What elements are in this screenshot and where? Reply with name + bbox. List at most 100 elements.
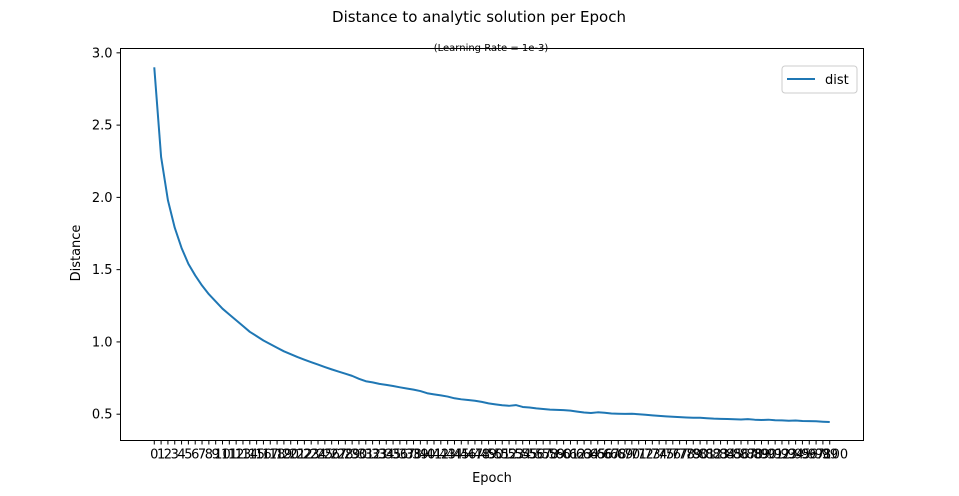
x-tick-label-last: 100 xyxy=(823,448,848,463)
x-tick-label: 60 xyxy=(555,448,572,463)
x-tick-label: 83 xyxy=(712,448,729,463)
x-tick-label: 84 xyxy=(719,448,736,463)
x-tick-label: 62 xyxy=(569,448,586,463)
x-tick-label: 86 xyxy=(733,448,750,463)
x-tick-label: 53 xyxy=(508,448,525,463)
x-tick-label: 63 xyxy=(576,448,593,463)
x-tick-label: 91 xyxy=(767,448,784,463)
x-tick-label: 82 xyxy=(705,448,722,463)
x-tick-label: 50 xyxy=(487,448,504,463)
x-tick-label: 30 xyxy=(351,448,368,463)
x-tick-label: 47 xyxy=(467,448,484,463)
x-tick-label: 80 xyxy=(692,448,709,463)
x-tick-label: 72 xyxy=(637,448,654,463)
x-tick-label: 5 xyxy=(184,448,192,463)
x-tick-label: 65 xyxy=(589,448,606,463)
x-tick-label: 44 xyxy=(446,448,463,463)
x-tick-label: 2 xyxy=(164,448,172,463)
x-tick-label: 46 xyxy=(460,448,477,463)
x-tick-label: 98 xyxy=(815,448,832,463)
x-tick-label: 40 xyxy=(419,448,436,463)
x-tick-label: 92 xyxy=(774,448,791,463)
x-tick-label: 4 xyxy=(177,448,185,463)
x-tick-label: 81 xyxy=(699,448,716,463)
x-tick-label: 69 xyxy=(617,448,634,463)
x-axis-label: Epoch xyxy=(472,471,512,486)
x-tick-label: 94 xyxy=(787,448,804,463)
chart-title: Distance to analytic solution per Epoch xyxy=(332,8,626,26)
x-tick-label: 85 xyxy=(726,448,743,463)
x-tick-label: 19 xyxy=(276,448,293,463)
y-tick-label: 0.5 xyxy=(92,408,113,423)
x-tick-label: 35 xyxy=(385,448,402,463)
x-tick-label: 31 xyxy=(358,448,375,463)
y-axis-ticks: 0.5 1.0 1.5 2.0 2.5 3.0 xyxy=(92,46,121,423)
x-tick-label: 6 xyxy=(191,448,199,463)
x-tick-label: 23 xyxy=(303,448,320,463)
x-tick-label: 43 xyxy=(439,448,456,463)
x-tick-label: 22 xyxy=(296,448,313,463)
legend-box xyxy=(781,65,858,94)
x-tick-label: 11 xyxy=(221,448,238,463)
x-tick-label: 20 xyxy=(282,448,299,463)
legend-label-dist: dist xyxy=(825,73,849,88)
x-tick-label: 56 xyxy=(528,448,545,463)
x-tick-label: 97 xyxy=(808,448,825,463)
x-tick-label: 88 xyxy=(746,448,763,463)
x-tick-label: 79 xyxy=(685,448,702,463)
x-tick-label: 57 xyxy=(535,448,552,463)
x-tick-label: 54 xyxy=(514,448,531,463)
x-tick-label: 96 xyxy=(801,448,818,463)
x-tick-label: 1 xyxy=(157,448,165,463)
x-tick-label: 75 xyxy=(658,448,675,463)
x-tick-label: 99 xyxy=(821,448,838,463)
x-tick-label: 64 xyxy=(583,448,600,463)
x-tick-label: 38 xyxy=(405,448,422,463)
x-tick-label: 32 xyxy=(364,448,381,463)
x-tick-label: 76 xyxy=(665,448,682,463)
x-tick-label: 42 xyxy=(433,448,450,463)
y-tick-label: 3.0 xyxy=(92,46,113,61)
x-tick-label: 16 xyxy=(255,448,272,463)
x-tick-label: 77 xyxy=(671,448,688,463)
x-tick-label: 51 xyxy=(494,448,511,463)
x-tick-label: 0 xyxy=(150,448,158,463)
x-tick-label: 41 xyxy=(426,448,443,463)
x-tick-label: 10 xyxy=(214,448,231,463)
x-tick-label: 34 xyxy=(378,448,395,463)
x-tick-label: 71 xyxy=(630,448,647,463)
x-tick-label: 78 xyxy=(678,448,695,463)
x-tick-label: 55 xyxy=(521,448,538,463)
x-tick-label: 39 xyxy=(412,448,429,463)
x-tick-label: 66 xyxy=(596,448,613,463)
x-tick-label: 18 xyxy=(269,448,286,463)
y-tick-label: 2.0 xyxy=(92,191,113,206)
series-line-dist xyxy=(153,67,830,423)
x-tick-label: 21 xyxy=(289,448,306,463)
y-tick-label: 2.5 xyxy=(92,119,113,134)
x-tick-label: 48 xyxy=(473,448,490,463)
x-tick-label: 26 xyxy=(323,448,340,463)
y-tick-label: 1.5 xyxy=(92,263,113,278)
plot-frame xyxy=(120,48,864,441)
x-tick-label: 25 xyxy=(317,448,334,463)
series-group xyxy=(153,67,830,423)
x-tick-label: 70 xyxy=(624,448,641,463)
x-tick-label: 14 xyxy=(242,448,259,463)
x-tick-label: 90 xyxy=(760,448,777,463)
x-tick-label: 59 xyxy=(549,448,566,463)
x-tick-label: 24 xyxy=(310,448,327,463)
x-tick-label: 27 xyxy=(330,448,347,463)
x-tick-label: 95 xyxy=(794,448,811,463)
legend: dist xyxy=(781,65,858,94)
x-tick-label: 87 xyxy=(740,448,757,463)
x-tick-label: 74 xyxy=(651,448,668,463)
x-tick-label: 37 xyxy=(398,448,415,463)
x-tick-label: 8 xyxy=(205,448,213,463)
x-tick-label: 89 xyxy=(753,448,770,463)
x-tick-label: 29 xyxy=(344,448,361,463)
x-tick-label: 67 xyxy=(603,448,620,463)
x-tick-label: 3 xyxy=(171,448,179,463)
x-tick-label: 68 xyxy=(610,448,627,463)
